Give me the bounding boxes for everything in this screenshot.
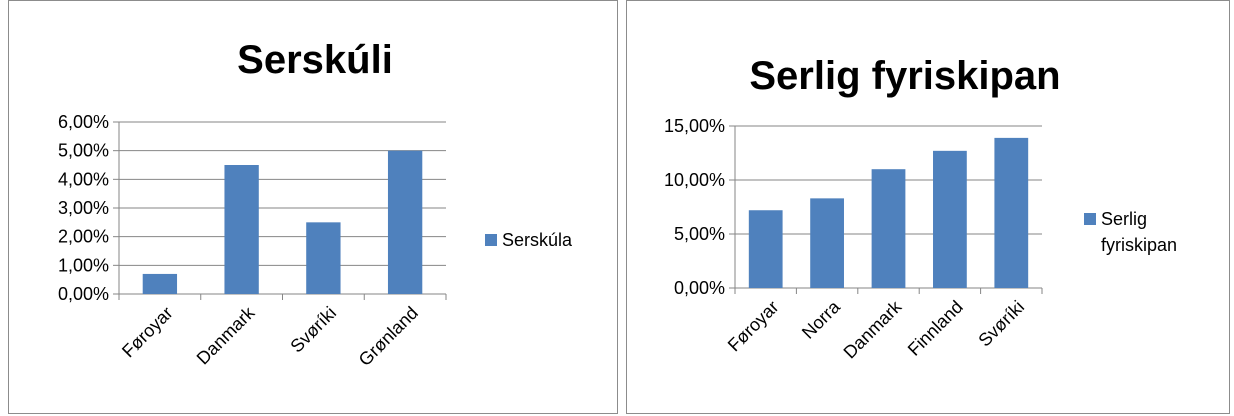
y-tick-label: 0,00%	[674, 278, 725, 298]
y-tick-label: 1,00%	[58, 255, 109, 275]
legend-label: Serskúla	[502, 230, 573, 250]
x-tick-label: Danmark	[840, 296, 906, 362]
y-tick-label: 5,00%	[58, 141, 109, 161]
y-tick-label: 4,00%	[58, 169, 109, 189]
bar	[224, 165, 259, 294]
chart-title: Serskúli	[237, 38, 393, 82]
x-tick-label: Svøríki	[974, 297, 1028, 351]
chart-serskuli-svg: Serskúli 0,00% 1,00% 2,00% 3,00% 4,00% 5,00% 6…	[58, 38, 573, 370]
y-tick-label: 10,00%	[664, 170, 725, 190]
bar	[933, 150, 967, 288]
legend-swatch	[1084, 213, 1096, 225]
bar	[871, 169, 906, 288]
x-tick-label: Norra	[798, 296, 845, 343]
bar	[748, 210, 783, 288]
bar	[306, 222, 341, 294]
legend-label: Serlig fyriskipan	[1101, 209, 1177, 255]
y-tick-label: 6,00%	[58, 112, 109, 132]
chart-serskuli: Serskúli 0,00% 1,00% 2,00% 3,00% 4,00% 5,00% 6…	[8, 0, 618, 414]
x-tick-label: Grønland	[355, 303, 422, 370]
x-tick-label: Svøríki	[286, 303, 340, 357]
chart-serlig-fyriskipan-svg: Serlig fyriskipan 0,00% 5,00% 10,00% 15,00%…	[664, 54, 1177, 362]
y-tick-label: 5,00%	[674, 224, 725, 244]
bar	[994, 137, 1029, 288]
chart-title: Serlig fyriskipan	[749, 54, 1060, 98]
x-tick-label: Danmark	[193, 302, 259, 368]
x-tick-label: Finnland	[904, 297, 967, 360]
y-tick-label: 15,00%	[664, 116, 725, 136]
y-tick-label: 3,00%	[58, 198, 109, 218]
y-tick-label: 2,00%	[58, 227, 109, 247]
bar	[142, 273, 178, 294]
legend-swatch	[485, 234, 497, 246]
y-tick-label: 0,00%	[58, 284, 109, 304]
bar	[387, 150, 423, 294]
x-tick-label: Føroyar	[724, 297, 783, 356]
chart-serlig-fyriskipan: Serlig fyriskipan 0,00% 5,00% 10,00% 15,00%…	[626, 0, 1230, 414]
x-tick-label: Føroyar	[118, 303, 177, 362]
bar	[810, 198, 844, 288]
